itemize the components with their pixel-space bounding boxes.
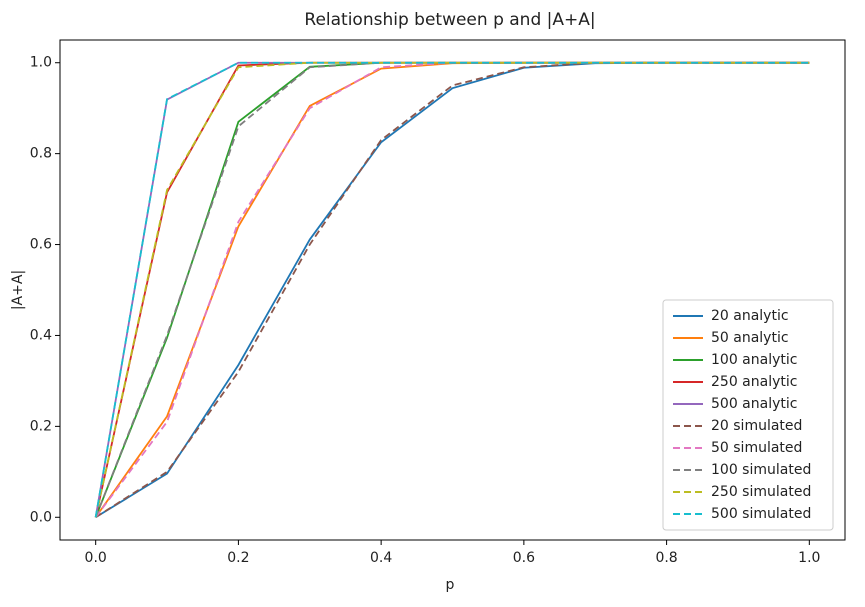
x-axis-label: p <box>446 577 455 593</box>
legend-label: 500 analytic <box>711 396 797 412</box>
y-tick-label: 0.4 <box>30 327 52 343</box>
y-tick-label: 0.8 <box>30 146 52 162</box>
legend-label: 20 simulated <box>711 418 802 434</box>
legend-label: 50 simulated <box>711 440 802 456</box>
legend-label: 250 simulated <box>711 484 811 500</box>
x-tick-label: 0.2 <box>227 550 249 566</box>
chart: Relationship between p and |A+A| p |A+A|… <box>0 0 865 607</box>
y-axis-label: |A+A| <box>10 270 26 310</box>
legend-label: 100 simulated <box>711 462 811 478</box>
y-tick-label: 0.0 <box>30 509 52 525</box>
x-tick-label: 0.0 <box>85 550 107 566</box>
legend-label: 500 simulated <box>711 506 811 522</box>
y-tick-label: 0.6 <box>30 237 52 253</box>
chart-title: Relationship between p and |A+A| <box>304 10 595 30</box>
legend-label: 100 analytic <box>711 352 797 368</box>
y-tick-label: 0.2 <box>30 418 52 434</box>
x-tick-label: 0.6 <box>513 550 535 566</box>
x-tick-label: 0.8 <box>655 550 677 566</box>
y-tick-label: 1.0 <box>30 55 52 71</box>
legend-label: 250 analytic <box>711 374 797 390</box>
legend-label: 50 analytic <box>711 330 789 346</box>
x-tick-label: 0.4 <box>370 550 392 566</box>
x-tick-label: 1.0 <box>798 550 820 566</box>
legend-label: 20 analytic <box>711 308 789 324</box>
